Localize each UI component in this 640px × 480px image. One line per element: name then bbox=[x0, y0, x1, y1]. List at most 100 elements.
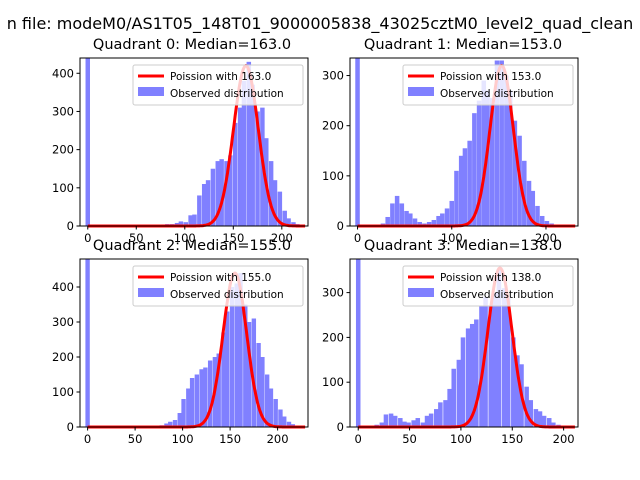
quadrant-1-hist-bar bbox=[476, 100, 482, 226]
quadrant-3-hist-bar bbox=[541, 415, 547, 427]
quadrant-3-hist-bar bbox=[447, 388, 452, 427]
quadrant-3-hist-bar bbox=[479, 306, 484, 427]
quadrant-2-hist-bar bbox=[273, 399, 278, 427]
quadrant-3-axes-frame bbox=[349, 258, 579, 428]
quadrant-3-x-tick-label: 50 bbox=[402, 432, 417, 446]
quadrant-2-hist-bar bbox=[168, 421, 173, 427]
quadrant-0-title: Quadrant 0: Median=163.0 bbox=[93, 37, 291, 53]
quadrant-0-hist-bar bbox=[241, 80, 247, 226]
quadrant-0-hist-bar bbox=[178, 221, 184, 226]
quadrant-0-hist-bar bbox=[201, 184, 207, 226]
quadrant-2-x-tick-label: 200 bbox=[267, 432, 289, 446]
quadrant-1-hist-bar bbox=[481, 80, 487, 226]
quadrant-3-hist-bar bbox=[515, 355, 520, 427]
quadrant-1-hist-bar bbox=[408, 213, 413, 226]
quadrant-1-legend-observed-label: Observed distribution bbox=[440, 88, 554, 100]
quadrant-3-x-tick-label: 200 bbox=[553, 432, 575, 446]
quadrant-1-axes-frame bbox=[349, 57, 579, 227]
quadrant-1-y-tick-label: 100 bbox=[322, 169, 344, 183]
quadrant-0-y-tick-label: 200 bbox=[52, 143, 74, 157]
quadrant-3-hist-bar bbox=[383, 414, 389, 427]
quadrant-3-hist-bar bbox=[379, 422, 385, 427]
quadrant-1-legend-hist-swatch bbox=[408, 87, 434, 96]
quadrant-0-panel: 0 50 100 150 200 0 100 200 300 400 Poission with 1… bbox=[52, 37, 309, 245]
quadrant-0-x-tick-label: 50 bbox=[129, 231, 144, 245]
quadrant-1-hist-bar bbox=[494, 60, 500, 226]
quadrant-0-hist-bar bbox=[268, 161, 274, 226]
quadrant-0-hist-bar bbox=[228, 155, 233, 226]
quadrant-0-hist-bar bbox=[237, 107, 243, 226]
quadrant-3-hist-bar bbox=[533, 409, 539, 427]
quadrant-3-hist-bar bbox=[469, 323, 475, 427]
quadrant-0-hist-bar bbox=[250, 84, 255, 227]
quadrant-0-hist-bar bbox=[188, 215, 193, 226]
quadrant-0-hist-bar bbox=[291, 222, 296, 226]
figure-suptitle: n file: modeM0/AS1T05_148T01_9000005838_… bbox=[7, 14, 634, 34]
quadrant-1-hist-bar bbox=[504, 75, 509, 226]
quadrant-3-hist-bar bbox=[528, 400, 534, 427]
quadrant-1-x-tick-label: 0 bbox=[354, 231, 361, 245]
quadrant-0-hist-bar bbox=[272, 180, 278, 226]
quadrant-3-hist-bar bbox=[496, 270, 502, 427]
quadrant-3-hist-bar bbox=[465, 328, 471, 427]
quadrant-0-x-tick-label: 200 bbox=[271, 231, 293, 245]
quadrant-2-hist-bar bbox=[189, 378, 195, 427]
quadrant-2-hist-bar bbox=[186, 388, 191, 427]
quadrant-0-hist-bar bbox=[192, 214, 197, 226]
quadrant-3-hist-bar bbox=[474, 319, 479, 427]
quadrant-0-y-tick-label: 100 bbox=[52, 181, 74, 195]
quadrant-0-hist-bar bbox=[215, 161, 221, 226]
quadrant-2-legend-observed-label: Observed distribution bbox=[170, 289, 284, 301]
quadrant-3-hist-bar bbox=[420, 422, 426, 427]
quadrant-3-hist-bar bbox=[546, 418, 552, 427]
quadrant-0-x-tick-label: 150 bbox=[222, 231, 244, 245]
quadrant-3-legend-box bbox=[402, 265, 574, 307]
quadrant-0-hist-bar bbox=[224, 161, 229, 226]
quadrant-0-hist-bar bbox=[277, 191, 283, 226]
quadrant-2-hist-bar bbox=[268, 388, 274, 427]
quadrant-0-legend-observed-label: Observed distribution bbox=[170, 88, 284, 100]
quadrant-3-hist-bar bbox=[451, 368, 456, 427]
quadrant-3-legend-observed-label: Observed distribution bbox=[440, 289, 554, 301]
quadrant-1-hist-bar bbox=[467, 140, 472, 226]
quadrant-1-hist-bar bbox=[426, 221, 432, 226]
quadrant-1-hist-bar bbox=[544, 220, 550, 226]
quadrant-3-hist-bar bbox=[355, 259, 361, 427]
quadrant-1-y-tick-label: 0 bbox=[337, 219, 344, 233]
quadrant-3-hist-bar bbox=[424, 415, 430, 427]
quadrant-3-hist-bar bbox=[411, 420, 416, 427]
quadrant-3-y-tick-label: 0 bbox=[337, 420, 344, 434]
quadrant-2-y-tick-label: 300 bbox=[52, 315, 74, 329]
quadrant-2-panel: 0 50 100 150 200 0 100 200 300 400 Poission with 1… bbox=[52, 238, 309, 446]
quadrant-2-hist-bar bbox=[264, 374, 270, 427]
quadrant-1-y-tick-label: 300 bbox=[322, 69, 344, 83]
quadrant-2-axes-frame bbox=[79, 258, 309, 428]
quadrant-3-hist-bar bbox=[388, 413, 394, 427]
quadrant-3-hist-bar bbox=[415, 418, 421, 427]
quadrant-2-y-tick-label: 100 bbox=[52, 385, 74, 399]
quadrant-2-x-tick-label: 100 bbox=[172, 432, 194, 446]
quadrant-1-hist-bar bbox=[394, 195, 400, 226]
quadrant-3-hist-bar bbox=[511, 337, 516, 427]
quadrant-1-hist-bar bbox=[472, 113, 477, 226]
quadrant-3-hist-bar bbox=[488, 306, 493, 427]
quadrant-0-hist-bar bbox=[286, 218, 291, 226]
quadrant-1-hist-bar bbox=[454, 170, 459, 226]
quadrant-3-hist-bar bbox=[434, 409, 439, 427]
quadrant-0-x-tick-label: 0 bbox=[84, 231, 91, 245]
quadrant-1-hist-bar bbox=[431, 219, 437, 226]
quadrant-0-hist-bar bbox=[197, 195, 202, 226]
quadrant-1-panel: 0 100 200 0 100 200 300 Poission with 153.0 Obse… bbox=[322, 37, 579, 245]
quadrant-3-hist-bar bbox=[438, 402, 443, 427]
quadrant-3-hist-bar bbox=[483, 297, 488, 427]
quadrant-2-legend-box bbox=[132, 265, 304, 307]
quadrant-0-hist-bar bbox=[205, 180, 211, 226]
quadrant-2-hist-bar bbox=[238, 273, 243, 427]
quadrant-1-hist-bar bbox=[385, 216, 390, 226]
quadrant-3-y-tick-label: 100 bbox=[322, 375, 344, 389]
quadrant-0-hist-bar bbox=[255, 111, 260, 226]
quadrant-2-hist-bar bbox=[164, 423, 169, 427]
quadrant-3-hist-bar bbox=[398, 418, 403, 427]
quadrant-3-hist-bar bbox=[456, 359, 462, 427]
